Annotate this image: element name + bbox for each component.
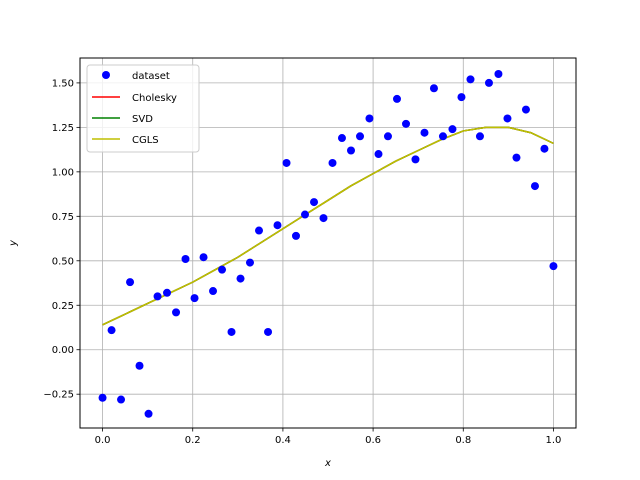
data-point bbox=[227, 327, 236, 336]
data-point bbox=[255, 226, 264, 235]
data-point bbox=[144, 409, 153, 418]
data-point bbox=[356, 132, 365, 141]
data-point bbox=[484, 78, 493, 87]
data-point bbox=[172, 308, 181, 317]
data-point bbox=[301, 210, 309, 219]
x-tick-label: 0.2 bbox=[185, 435, 201, 446]
data-point bbox=[457, 93, 466, 102]
data-point bbox=[411, 155, 420, 164]
x-tick-label: 0.6 bbox=[365, 435, 381, 446]
data-point bbox=[365, 114, 374, 123]
series-layer bbox=[98, 70, 558, 418]
data-point bbox=[310, 198, 319, 207]
y-tick-label: 0.00 bbox=[52, 345, 74, 356]
legend-entry-svd: SVD bbox=[92, 114, 153, 125]
data-point bbox=[420, 128, 429, 137]
data-point bbox=[190, 294, 199, 303]
x-axis-label: x bbox=[324, 458, 331, 469]
x-tick-label: 1.0 bbox=[546, 435, 562, 446]
y-tick-label: 1.00 bbox=[52, 167, 74, 178]
data-point bbox=[512, 153, 521, 162]
data-point bbox=[236, 274, 245, 283]
series-line-cgls bbox=[102, 126, 554, 326]
data-point bbox=[163, 288, 172, 297]
data-point bbox=[245, 258, 254, 267]
data-point bbox=[337, 134, 346, 143]
data-point bbox=[291, 231, 300, 240]
data-point bbox=[540, 144, 549, 153]
y-axis-label: y bbox=[8, 239, 19, 247]
x-tick-label: 0.0 bbox=[95, 435, 111, 446]
data-point bbox=[383, 132, 392, 141]
data-point bbox=[126, 278, 135, 287]
data-point bbox=[549, 262, 558, 271]
data-point bbox=[107, 326, 116, 335]
legend-marker-dataset bbox=[102, 71, 110, 79]
legend-label-svd: SVD bbox=[132, 114, 153, 125]
data-point bbox=[347, 146, 355, 155]
data-point bbox=[392, 94, 401, 103]
legend-entry-cholesky: Cholesky bbox=[92, 93, 177, 104]
legend-label-cgls: CGLS bbox=[132, 135, 159, 146]
data-point bbox=[438, 132, 447, 141]
axis-ticks: 0.0 0.2 0.4 0.6 0.8 1.0 −0.25 0.00 0.25 0.50 0.75 1… bbox=[43, 78, 561, 446]
data-point bbox=[135, 361, 144, 370]
y-tick-label: −0.25 bbox=[43, 390, 74, 401]
data-point bbox=[319, 214, 328, 223]
data-point bbox=[521, 105, 530, 114]
data-point bbox=[530, 182, 539, 191]
data-point bbox=[429, 84, 438, 93]
x-tick-label: 0.4 bbox=[275, 435, 291, 446]
data-point bbox=[475, 132, 484, 141]
legend-frame bbox=[86, 64, 200, 153]
legend-entry-cgls: CGLS bbox=[92, 135, 159, 146]
data-point bbox=[273, 221, 282, 230]
legend-entry-dataset: dataset bbox=[102, 71, 170, 82]
data-point bbox=[218, 265, 227, 274]
data-point bbox=[181, 255, 190, 264]
legend-label-dataset: dataset bbox=[132, 71, 170, 82]
legend: dataset Cholesky SVD CGLS bbox=[86, 64, 200, 153]
data-point bbox=[448, 125, 457, 134]
plot-frame bbox=[79, 57, 577, 429]
legend-label-cholesky: Cholesky bbox=[132, 93, 177, 104]
y-tick-label: 1.25 bbox=[52, 123, 74, 134]
data-point bbox=[98, 393, 107, 402]
data-point bbox=[402, 119, 411, 128]
data-point bbox=[209, 287, 218, 296]
x-tick-label: 0.8 bbox=[455, 435, 471, 446]
data-point bbox=[153, 292, 162, 301]
data-point bbox=[503, 114, 512, 123]
y-tick-label: 1.50 bbox=[52, 78, 74, 89]
data-point bbox=[117, 395, 126, 404]
data-point bbox=[282, 158, 291, 167]
data-point bbox=[264, 327, 273, 336]
data-point bbox=[466, 75, 475, 84]
data-point bbox=[328, 158, 337, 167]
data-point bbox=[374, 150, 383, 159]
y-tick-label: 0.50 bbox=[52, 256, 74, 267]
y-tick-label: 0.25 bbox=[52, 301, 74, 312]
y-tick-label: 0.75 bbox=[52, 212, 74, 223]
data-point bbox=[494, 70, 503, 79]
data-point bbox=[199, 253, 208, 262]
